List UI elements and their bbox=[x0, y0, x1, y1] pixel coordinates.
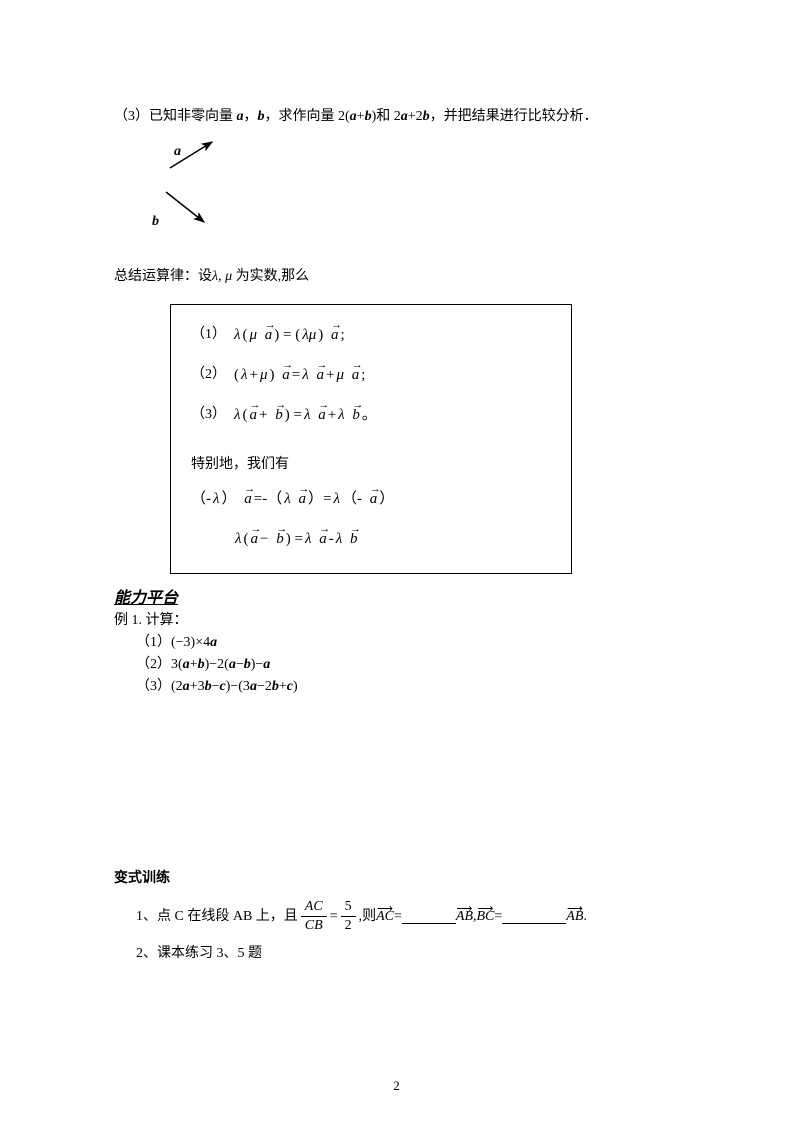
summary-intro: 总结运算律：设λ, μ 为实数,那么 bbox=[114, 266, 680, 288]
variation-q2: 2、课本练习 3、5 题 bbox=[136, 943, 680, 965]
question-3: （3）已知非零向量 a，b，求作向量 2(a+b)和 2a+2b，并把结果进行比… bbox=[114, 106, 680, 128]
variation-header: 变式训练 bbox=[114, 868, 680, 890]
law-special-2: λ(→a− →b) = λ →a - λ →b bbox=[235, 519, 551, 559]
law-2: （2） (λ + μ) →a=λ →a+μ →a ; bbox=[191, 355, 551, 395]
diagram-label-a: a bbox=[174, 144, 181, 160]
fill-blank-1 bbox=[402, 909, 456, 924]
fill-blank-2 bbox=[502, 909, 566, 924]
operation-laws-box: （1） λ(μ →a) = (λμ) →a ; （2） (λ + μ) →a=λ… bbox=[170, 304, 572, 574]
example-1-item-2: （2）3(a+b)−2(a−b)−a bbox=[136, 654, 680, 676]
vector-ac-icon: ⟶AC bbox=[376, 906, 394, 928]
variation-q1: 1、点 C 在线段 AB 上，且 AC CB = 5 2 ,则 ⟶AC = ⟶A… bbox=[136, 898, 680, 935]
section-header-ability: 能力平台 bbox=[114, 584, 680, 608]
q3-prefix: （3）已知非零向量 bbox=[114, 109, 237, 124]
fraction-ac-cb: AC CB bbox=[301, 898, 327, 935]
example-1-item-3: （3）(2a+3b−c)−(3a−2b+c) bbox=[136, 676, 680, 698]
example-1-title: 例 1. 计算： bbox=[114, 610, 680, 632]
diagram-label-b: b bbox=[152, 214, 159, 230]
q3-var-a: a bbox=[237, 109, 244, 124]
vector-ab2-icon: ⟶AB bbox=[566, 906, 583, 928]
vector-a-icon: →a bbox=[265, 315, 273, 355]
vector-diagram: a b bbox=[152, 136, 680, 236]
example-1-item-1: （1）(−3)×4a bbox=[136, 632, 680, 654]
page-number: 2 bbox=[0, 1078, 793, 1094]
q3-var-b: b bbox=[258, 109, 265, 124]
law-3: （3） λ(→a+ →b) = λ →a+λ →b 。 bbox=[191, 395, 551, 435]
vector-bc-icon: ⟶BC bbox=[477, 906, 495, 928]
vector-ab-icon: ⟶AB bbox=[456, 906, 473, 928]
law-special-1: （-λ） →a =-（λ →a）=λ（- →a） bbox=[191, 479, 551, 519]
fraction-5-2: 5 2 bbox=[341, 898, 356, 935]
law-1: （1） λ(μ →a) = (λμ) →a ; bbox=[191, 315, 551, 355]
